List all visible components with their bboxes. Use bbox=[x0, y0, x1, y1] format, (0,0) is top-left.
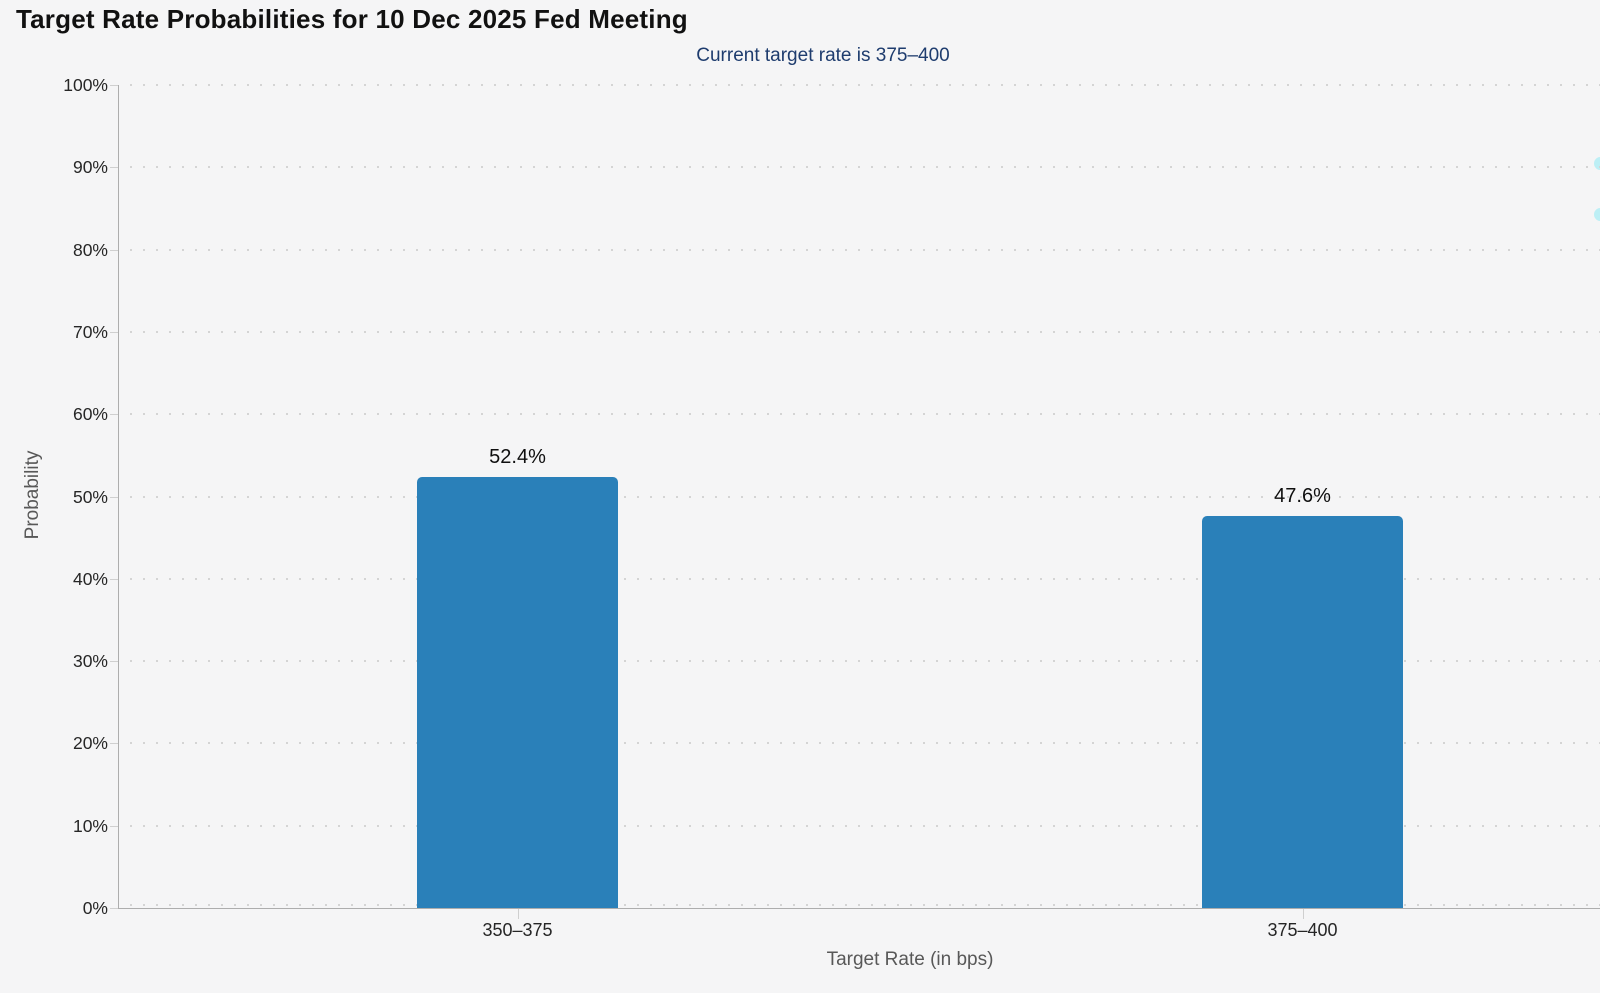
gridline-90 bbox=[119, 166, 1600, 169]
y-tick-10 bbox=[110, 825, 118, 827]
x-tick bbox=[1302, 909, 1304, 919]
bar-value-label: 52.4% bbox=[489, 445, 546, 468]
y-tick-40 bbox=[110, 578, 118, 580]
x-tick-label: 350–375 bbox=[482, 920, 553, 940]
chart-subtitle: Current target rate is 375–400 bbox=[696, 45, 950, 66]
gridline-0 bbox=[119, 904, 1600, 906]
y-tick-50 bbox=[110, 496, 118, 498]
y-tick-label: 60% bbox=[72, 404, 108, 425]
gridline-20 bbox=[119, 742, 1600, 745]
y-tick-label: 0% bbox=[82, 898, 108, 918]
y-tick-label: 100% bbox=[63, 75, 108, 95]
bar-350-375[interactable] bbox=[417, 476, 618, 908]
y-tick-label: 10% bbox=[72, 815, 108, 836]
chart-title: Target Rate Probabilities for 10 Dec 202… bbox=[16, 4, 688, 34]
gridline-70 bbox=[119, 330, 1600, 333]
y-axis-line bbox=[118, 85, 119, 909]
x-axis-title: Target Rate (in bps) bbox=[826, 949, 994, 970]
y-tick-label: 30% bbox=[72, 651, 108, 672]
gridline-10 bbox=[119, 824, 1600, 827]
right-edge-artifact-top bbox=[1594, 157, 1600, 170]
bar-375-400[interactable] bbox=[1202, 516, 1403, 908]
gridline-40 bbox=[119, 577, 1600, 580]
right-edge-artifact-bottom bbox=[1594, 208, 1600, 221]
gridline-100 bbox=[119, 84, 1600, 86]
y-tick-label: 80% bbox=[72, 239, 108, 260]
x-tick-label: 375–400 bbox=[1267, 920, 1338, 940]
y-tick-label: 20% bbox=[72, 733, 108, 754]
gridline-80 bbox=[119, 248, 1600, 251]
y-tick-label: 40% bbox=[72, 568, 108, 589]
bar-value-label: 47.6% bbox=[1274, 485, 1331, 508]
gridline-50 bbox=[119, 495, 1600, 498]
y-tick-60 bbox=[110, 414, 118, 416]
y-tick-70 bbox=[110, 331, 118, 333]
gridline-30 bbox=[119, 660, 1600, 663]
y-tick-label: 70% bbox=[72, 321, 108, 342]
gridline-60 bbox=[119, 413, 1600, 416]
y-tick-30 bbox=[110, 661, 118, 663]
y-tick-0 bbox=[110, 908, 118, 909]
y-tick-label: 50% bbox=[72, 486, 108, 507]
y-tick-label: 90% bbox=[72, 157, 108, 178]
y-tick-90 bbox=[110, 167, 118, 169]
y-tick-20 bbox=[110, 743, 118, 745]
y-tick-100 bbox=[110, 85, 118, 86]
y-tick-80 bbox=[110, 249, 118, 251]
x-axis-line bbox=[118, 908, 1600, 909]
x-tick bbox=[517, 909, 519, 919]
